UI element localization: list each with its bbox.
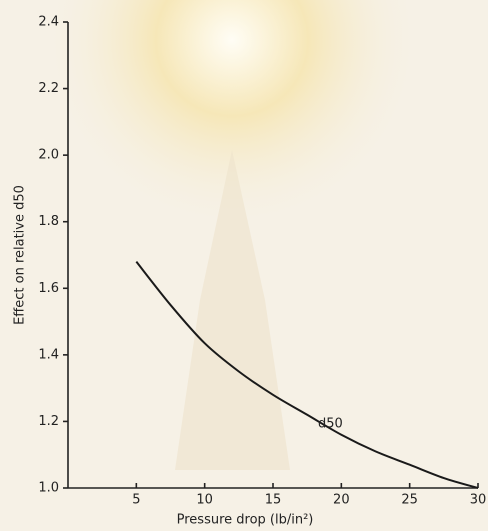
x-tick-label: 5: [132, 493, 140, 508]
y-tick-label: 1.6: [38, 281, 59, 296]
page: {"chart_data": {"type": "line", "x_label…: [0, 0, 488, 531]
y-tick-label: 1.4: [38, 347, 59, 362]
x-axis-label: Pressure drop (lb/in²): [177, 513, 314, 528]
x-tick-label: 20: [333, 493, 350, 508]
y-tick-label: 2.0: [38, 148, 59, 163]
y-tick-label: 1.2: [38, 414, 59, 429]
x-tick-label: 15: [265, 493, 282, 508]
series-label: d50: [318, 417, 343, 432]
x-tick-label: 25: [401, 493, 418, 508]
y-axis-label: Effect on relative d50: [13, 185, 28, 325]
y-tick-label: 2.4: [38, 15, 59, 30]
x-tick-label: 10: [196, 493, 213, 508]
chart: Pressure drop (lb/in²) Effect on relativ…: [0, 0, 488, 531]
y-tick-label: 1.0: [38, 481, 59, 496]
y-tick-label: 1.8: [38, 214, 59, 229]
x-tick-label: 30: [470, 493, 487, 508]
y-tick-label: 2.2: [38, 81, 59, 96]
